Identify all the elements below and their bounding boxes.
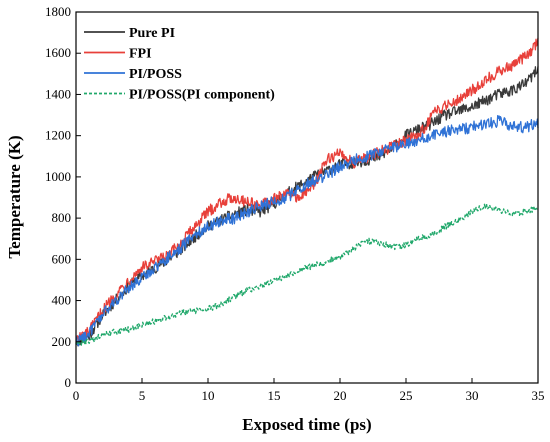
legend-label: PI/POSS(PI component) (129, 88, 275, 103)
x-tick-label: 0 (73, 388, 80, 403)
legend-label: Pure PI (129, 26, 175, 41)
series-layer (75, 37, 539, 347)
x-tick-label: 5 (139, 388, 146, 403)
y-tick-label: 1600 (45, 45, 71, 60)
series-line (75, 114, 539, 347)
y-axis-title: Temperature (K) (5, 135, 24, 258)
series-line (75, 66, 539, 347)
y-tick-label: 1200 (45, 128, 71, 143)
y-tick-label: 200 (52, 334, 72, 349)
plot-frame (75, 11, 539, 384)
series-line (75, 37, 539, 345)
y-tick-label: 400 (52, 293, 72, 308)
x-tick-label: 25 (400, 388, 413, 403)
legend-label: PI/POSS (129, 67, 182, 82)
y-tick-label: 1400 (45, 86, 71, 101)
y-tick-label: 800 (52, 210, 72, 225)
ticks-layer: 0 5 10 15 20 25 30 35 0 200 400 600 800 1000 1200 1400 1… (45, 4, 545, 403)
x-tick-label: 15 (268, 388, 281, 403)
y-tick-label: 1000 (45, 169, 71, 184)
x-tick-label: 20 (334, 388, 347, 403)
x-axis-title: Exposed time (ps) (242, 415, 371, 434)
x-tick-label: 10 (202, 388, 215, 403)
legend-label: FPI (129, 47, 152, 62)
x-tick-label: 30 (466, 388, 479, 403)
y-tick-label: 600 (52, 251, 72, 266)
x-tick-label: 35 (532, 388, 545, 403)
y-tick-label: 0 (65, 375, 72, 390)
legend: Pure PI FPI PI/POSS PI/POSS(PI component) (84, 26, 275, 103)
y-tick-label: 1800 (45, 4, 71, 19)
